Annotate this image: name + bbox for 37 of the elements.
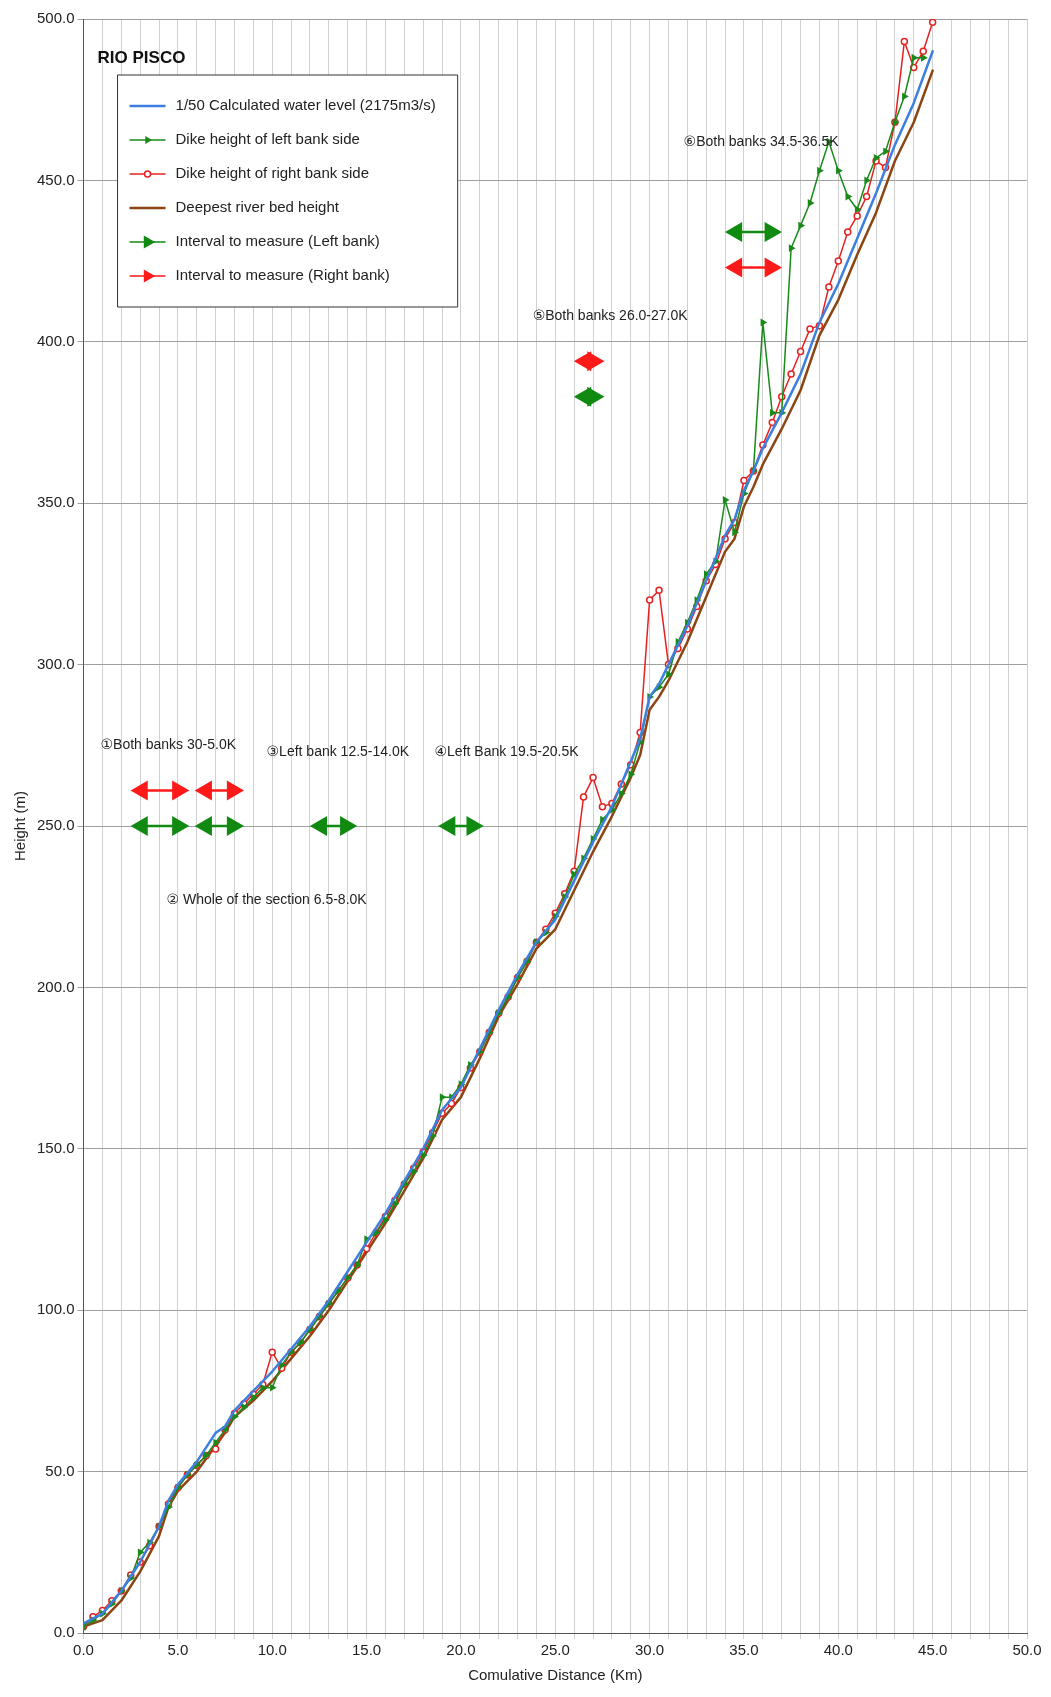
annotation: ③Left bank 12.5-14.0K — [266, 742, 410, 759]
x-tick-label: 5.0 — [167, 1641, 189, 1659]
x-tick-label: 0.0 — [73, 1641, 94, 1659]
x-tick-label: 45.0 — [918, 1641, 948, 1659]
annotation: ⑤Both banks 26.0-27.0K — [532, 306, 689, 323]
legend-title: RIO PISCO — [97, 48, 186, 68]
y-tick-label: 450.0 — [36, 170, 75, 188]
y-tick-label: 50.0 — [45, 1461, 75, 1479]
x-tick-label: 15.0 — [351, 1641, 382, 1659]
annotation: ② Whole of the section 6.5-8.0K — [166, 891, 368, 908]
legend-label: Interval to measure (Right bank) — [175, 266, 390, 284]
annotation: ⑥Both banks 34.5-36.5K — [683, 132, 840, 149]
y-tick-label: 100.0 — [36, 1300, 75, 1318]
y-tick-label: 250.0 — [36, 816, 75, 834]
x-tick-label: 20.0 — [446, 1641, 476, 1659]
y-tick-label: 500.0 — [36, 9, 75, 27]
annotation: ④Left Bank 19.5-20.5K — [434, 742, 580, 759]
x-tick-label: 10.0 — [257, 1641, 287, 1659]
x-axis-title: Comulative Distance (Km) — [468, 1666, 643, 1684]
x-tick-label: 25.0 — [540, 1641, 570, 1659]
y-tick-label: 200.0 — [36, 977, 75, 995]
y-tick-label: 400.0 — [36, 331, 75, 349]
y-tick-label: 350.0 — [36, 493, 75, 511]
legend-label: 1/50 Calculated water level (2175m3/s) — [175, 96, 436, 114]
x-tick-label: 50.0 — [1012, 1641, 1042, 1659]
y-tick-label: 0.0 — [53, 1623, 75, 1641]
legend-label: Interval to measure (Left bank) — [175, 232, 380, 250]
y-tick-label: 300.0 — [36, 654, 75, 672]
x-tick-label: 30.0 — [635, 1641, 665, 1659]
legend-label: Dike height of right bank side — [175, 164, 369, 182]
x-tick-label: 40.0 — [823, 1641, 853, 1659]
y-tick-label: 150.0 — [36, 1138, 75, 1156]
y-axis-title: Height (m) — [11, 790, 29, 862]
x-tick-label: 35.0 — [729, 1641, 759, 1659]
annotation: ①Both banks 30-5.0K — [100, 736, 237, 753]
legend-label: Deepest river bed height — [175, 198, 340, 216]
legend-label: Dike height of left bank side — [175, 130, 360, 148]
